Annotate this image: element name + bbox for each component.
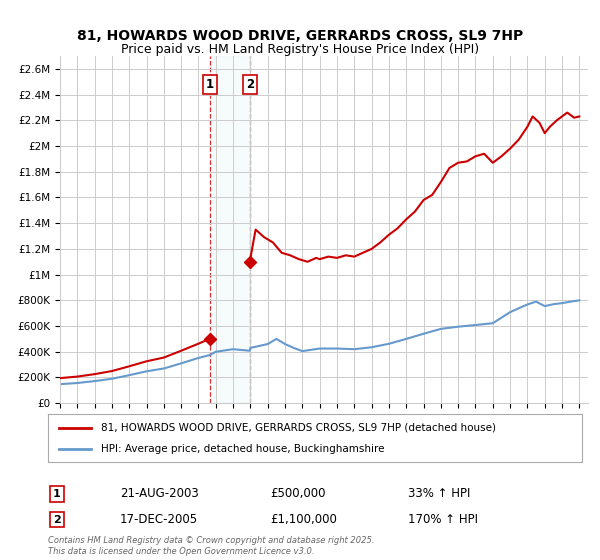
Text: 17-DEC-2005: 17-DEC-2005	[120, 513, 198, 526]
Text: £500,000: £500,000	[270, 487, 325, 501]
Text: 21-AUG-2003: 21-AUG-2003	[120, 487, 199, 501]
Text: 170% ↑ HPI: 170% ↑ HPI	[408, 513, 478, 526]
Text: 81, HOWARDS WOOD DRIVE, GERRARDS CROSS, SL9 7HP: 81, HOWARDS WOOD DRIVE, GERRARDS CROSS, …	[77, 29, 523, 44]
Text: £1,100,000: £1,100,000	[270, 513, 337, 526]
Text: HPI: Average price, detached house, Buckinghamshire: HPI: Average price, detached house, Buck…	[101, 444, 385, 454]
Text: 2: 2	[53, 515, 61, 525]
Text: 33% ↑ HPI: 33% ↑ HPI	[408, 487, 470, 501]
Text: 81, HOWARDS WOOD DRIVE, GERRARDS CROSS, SL9 7HP (detached house): 81, HOWARDS WOOD DRIVE, GERRARDS CROSS, …	[101, 423, 496, 433]
Text: 1: 1	[206, 78, 214, 91]
Bar	[209, 56, 250, 403]
Text: 2: 2	[245, 78, 254, 91]
Text: Contains HM Land Registry data © Crown copyright and database right 2025.
This d: Contains HM Land Registry data © Crown c…	[48, 536, 374, 556]
Text: Price paid vs. HM Land Registry's House Price Index (HPI): Price paid vs. HM Land Registry's House …	[121, 43, 479, 56]
Text: 1: 1	[53, 489, 61, 499]
